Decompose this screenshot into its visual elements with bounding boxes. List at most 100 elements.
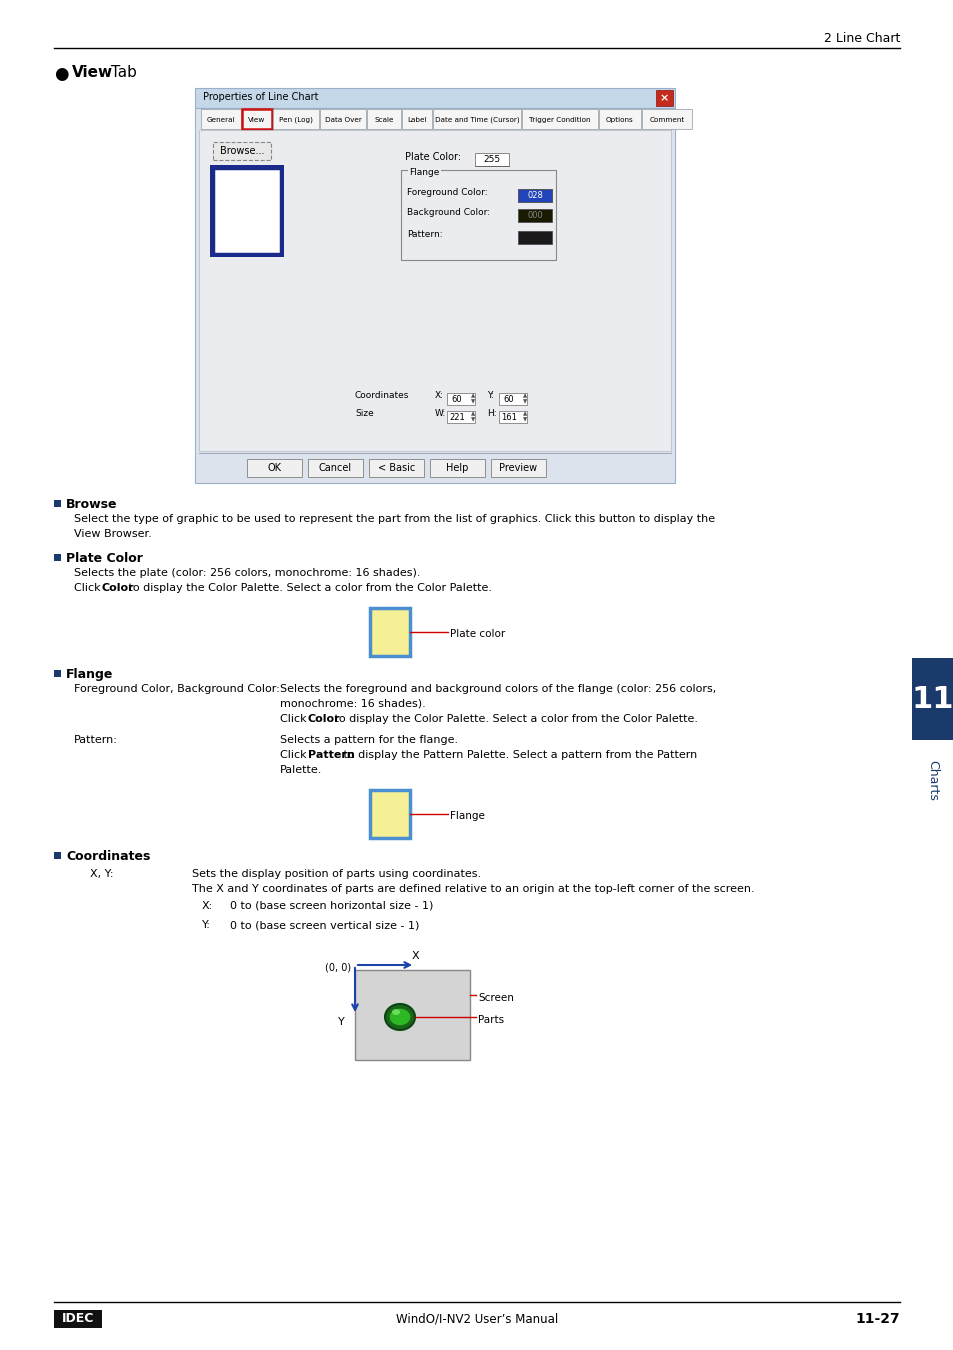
Text: Y:: Y: xyxy=(486,392,494,400)
Text: Date and Time (Cursor): Date and Time (Cursor) xyxy=(435,116,518,123)
Text: General: General xyxy=(207,117,235,123)
Text: ▲: ▲ xyxy=(522,393,527,398)
FancyBboxPatch shape xyxy=(247,459,302,477)
FancyBboxPatch shape xyxy=(242,109,272,130)
Text: Select the type of graphic to be used to represent the part from the list of gra: Select the type of graphic to be used to… xyxy=(74,514,715,524)
Text: Pattern:: Pattern: xyxy=(407,230,442,239)
Bar xyxy=(370,608,410,656)
FancyBboxPatch shape xyxy=(433,109,520,130)
Text: Browse...: Browse... xyxy=(219,146,264,157)
Text: OK: OK xyxy=(267,463,281,472)
Text: Foreground Color:: Foreground Color: xyxy=(407,188,487,197)
Text: Plate Color: Plate Color xyxy=(66,552,143,566)
Text: Palette.: Palette. xyxy=(280,765,322,775)
FancyBboxPatch shape xyxy=(521,109,598,130)
Text: Tab: Tab xyxy=(106,65,136,80)
Text: Selects the plate (color: 256 colors, monochrome: 16 shades).: Selects the plate (color: 256 colors, mo… xyxy=(74,568,420,578)
FancyBboxPatch shape xyxy=(598,109,640,130)
Bar xyxy=(210,165,284,256)
Text: Screen: Screen xyxy=(477,994,514,1003)
Text: View Browser.: View Browser. xyxy=(74,529,152,539)
Text: Options: Options xyxy=(605,117,633,123)
Text: IDEC: IDEC xyxy=(62,1312,94,1326)
Text: H:: H: xyxy=(486,409,497,418)
Bar xyxy=(517,189,552,202)
Bar xyxy=(54,1310,102,1328)
Text: W:: W: xyxy=(435,409,446,418)
Text: Parts: Parts xyxy=(477,1015,503,1025)
FancyBboxPatch shape xyxy=(308,459,363,477)
Text: Plate color: Plate color xyxy=(450,629,505,639)
Text: Flange: Flange xyxy=(409,167,439,177)
Text: View: View xyxy=(248,117,265,123)
FancyBboxPatch shape xyxy=(491,459,545,477)
Bar xyxy=(447,393,475,405)
Text: < Basic: < Basic xyxy=(377,463,415,472)
Text: 028: 028 xyxy=(526,192,542,201)
Text: ▼: ▼ xyxy=(471,400,475,405)
Ellipse shape xyxy=(385,1004,415,1030)
Text: Color: Color xyxy=(102,583,134,593)
Bar xyxy=(911,657,953,740)
Bar xyxy=(447,410,475,423)
FancyBboxPatch shape xyxy=(201,109,241,130)
Text: Selects the foreground and background colors of the flange (color: 256 colors,: Selects the foreground and background co… xyxy=(280,684,716,694)
Text: 2 Line Chart: 2 Line Chart xyxy=(822,32,899,45)
Text: Browse: Browse xyxy=(66,498,117,512)
Bar xyxy=(475,153,509,166)
Text: 221: 221 xyxy=(449,413,464,421)
FancyBboxPatch shape xyxy=(367,109,400,130)
Bar xyxy=(498,410,526,423)
FancyBboxPatch shape xyxy=(273,109,318,130)
Bar xyxy=(194,108,675,483)
Text: 60: 60 xyxy=(451,394,462,404)
Text: Pattern:: Pattern: xyxy=(74,734,118,745)
Text: Label: Label xyxy=(407,117,426,123)
Text: ▲: ▲ xyxy=(471,393,475,398)
FancyBboxPatch shape xyxy=(213,142,271,161)
Bar xyxy=(199,130,670,451)
Text: ×: × xyxy=(659,93,668,103)
Bar xyxy=(213,167,281,254)
Text: Background Color:: Background Color: xyxy=(407,208,490,217)
Text: to display the Pattern Palette. Select a pattern from the Pattern: to display the Pattern Palette. Select a… xyxy=(339,751,697,760)
Text: Click: Click xyxy=(280,751,310,760)
Text: Y: Y xyxy=(337,1017,344,1027)
Text: Pen (Log): Pen (Log) xyxy=(279,116,313,123)
FancyBboxPatch shape xyxy=(401,109,432,130)
Text: X, Y:: X, Y: xyxy=(90,869,113,879)
Text: Coordinates: Coordinates xyxy=(355,392,409,400)
Text: X:: X: xyxy=(435,392,443,400)
Text: X: X xyxy=(411,950,418,961)
Bar xyxy=(355,971,470,1060)
Text: monochrome: 16 shades).: monochrome: 16 shades). xyxy=(280,699,425,709)
Text: Data Over: Data Over xyxy=(324,117,361,123)
Bar xyxy=(54,554,61,562)
Text: Color: Color xyxy=(308,714,340,724)
Text: Pattern: Pattern xyxy=(308,751,355,760)
Text: Click: Click xyxy=(74,583,104,593)
Text: Scale: Scale xyxy=(374,117,394,123)
Text: to display the Color Palette. Select a color from the Color Palette.: to display the Color Palette. Select a c… xyxy=(331,714,697,724)
Text: Flange: Flange xyxy=(450,811,484,821)
Text: ▼: ▼ xyxy=(522,417,527,423)
Text: Y:: Y: xyxy=(202,919,211,930)
Bar xyxy=(194,88,675,108)
Text: 11: 11 xyxy=(911,684,953,714)
Bar xyxy=(54,670,61,676)
Text: (0, 0): (0, 0) xyxy=(325,963,351,973)
Text: Foreground Color, Background Color:: Foreground Color, Background Color: xyxy=(74,684,279,694)
Bar xyxy=(370,790,410,838)
FancyBboxPatch shape xyxy=(369,459,423,477)
Text: ▲: ▲ xyxy=(522,412,527,417)
Text: Selects a pattern for the flange.: Selects a pattern for the flange. xyxy=(280,734,457,745)
Text: ●: ● xyxy=(54,65,69,82)
Text: 255: 255 xyxy=(483,155,500,165)
Text: The X and Y coordinates of parts are defined relative to an origin at the top-le: The X and Y coordinates of parts are def… xyxy=(192,884,754,894)
Bar xyxy=(498,393,526,405)
Text: 0 to (base screen vertical size - 1): 0 to (base screen vertical size - 1) xyxy=(230,919,419,930)
Bar xyxy=(517,209,552,221)
Ellipse shape xyxy=(392,1008,399,1015)
Text: View: View xyxy=(71,65,113,80)
Text: WindO/I-NV2 User’s Manual: WindO/I-NV2 User’s Manual xyxy=(395,1312,558,1326)
